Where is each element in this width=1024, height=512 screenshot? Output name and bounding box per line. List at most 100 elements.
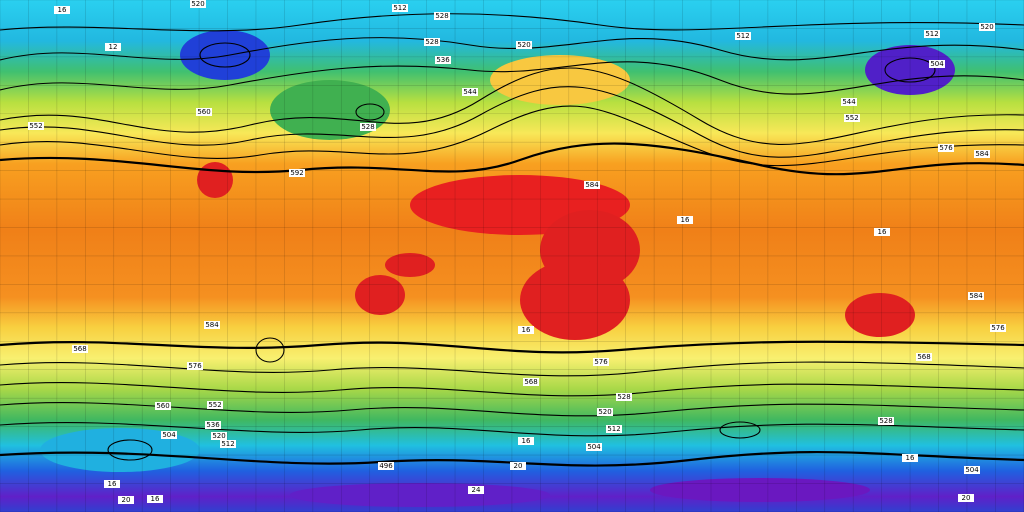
label-background [205, 421, 221, 429]
contour-label: 576 [939, 144, 953, 152]
label-background [190, 0, 206, 8]
contour-label: 520 [598, 408, 611, 416]
contour-label: 520 [212, 432, 225, 440]
contour-label: 24 [472, 486, 481, 494]
contour-label: 536 [206, 421, 220, 429]
label-background [434, 12, 450, 20]
label-background [518, 326, 534, 334]
contour-label: 552 [29, 122, 42, 130]
label-background [187, 362, 203, 370]
contour-label: 504 [587, 443, 601, 451]
contour-label: 576 [991, 324, 1005, 332]
label-background [844, 114, 860, 122]
label-background [424, 38, 440, 46]
label-background [616, 393, 632, 401]
contour-label: 528 [435, 12, 448, 20]
contour-label: 12 [109, 43, 118, 51]
label-background [606, 425, 622, 433]
label-background [929, 60, 945, 68]
label-background [204, 321, 220, 329]
contour-label: 16 [151, 495, 160, 503]
contour-label: 584 [585, 181, 599, 189]
label-background [207, 401, 223, 409]
contour-label: 520 [191, 0, 204, 8]
label-background [104, 480, 120, 488]
contour-label: 592 [290, 169, 303, 177]
label-background [518, 437, 534, 445]
contour-label: 560 [156, 402, 169, 410]
contour-label: 20 [514, 462, 523, 470]
contour-label: 576 [594, 358, 608, 366]
contour-label: 512 [221, 440, 234, 448]
label-background [118, 496, 134, 504]
label-background [54, 6, 70, 14]
contour-label: 568 [73, 345, 86, 353]
label-background [979, 23, 995, 31]
label-background [924, 30, 940, 38]
label-background [289, 169, 305, 177]
contour-label: 16 [108, 480, 117, 488]
contour-label: 584 [975, 150, 989, 158]
label-background [916, 353, 932, 361]
label-background [360, 123, 376, 131]
label-background [155, 402, 171, 410]
contour-label: 16 [58, 6, 67, 14]
label-background [468, 486, 484, 494]
contour-label: 16 [878, 228, 887, 236]
label-background [938, 144, 954, 152]
contour-label: 560 [197, 108, 210, 116]
contour-label: 552 [845, 114, 858, 122]
label-background [516, 41, 532, 49]
contour-label: 544 [842, 98, 856, 106]
label-background [958, 494, 974, 502]
label-background [435, 56, 451, 64]
label-background [196, 108, 212, 116]
label-background [28, 122, 44, 130]
label-background [584, 181, 600, 189]
label-background [147, 495, 163, 503]
contour-label: 520 [980, 23, 993, 31]
contour-label: 528 [361, 123, 374, 131]
contour-label: 504 [965, 466, 979, 474]
contour-label: 496 [379, 462, 393, 470]
label-background [902, 454, 918, 462]
label-background [378, 462, 394, 470]
contour-label: 16 [522, 437, 531, 445]
contour-label: 552 [208, 401, 221, 409]
label-background [841, 98, 857, 106]
contour-label: 576 [188, 362, 202, 370]
label-background [874, 228, 890, 236]
contour-label: 520 [517, 41, 530, 49]
contour-label: 568 [524, 378, 537, 386]
label-background [392, 4, 408, 12]
label-background [510, 462, 526, 470]
label-background [211, 432, 227, 440]
label-background [964, 466, 980, 474]
label-background [735, 32, 751, 40]
label-background [161, 431, 177, 439]
contour-label: 512 [925, 30, 938, 38]
contour-label: 512 [736, 32, 749, 40]
contour-label: 20 [962, 494, 971, 502]
contour-label: 504 [930, 60, 944, 68]
label-background [593, 358, 609, 366]
contour-label: 16 [681, 216, 690, 224]
contour-label: 528 [425, 38, 438, 46]
contour-label: 528 [879, 417, 892, 425]
contour-label: 536 [436, 56, 450, 64]
contour-label: 512 [607, 425, 620, 433]
contour-label: 20 [122, 496, 131, 504]
label-background [523, 378, 539, 386]
contour-label: 512 [393, 4, 406, 12]
contour-label: 16 [522, 326, 531, 334]
label-background [586, 443, 602, 451]
contour-label: 568 [917, 353, 930, 361]
temperature-patches [40, 30, 955, 507]
contour-label: 584 [205, 321, 219, 329]
label-background [220, 440, 236, 448]
label-background [990, 324, 1006, 332]
